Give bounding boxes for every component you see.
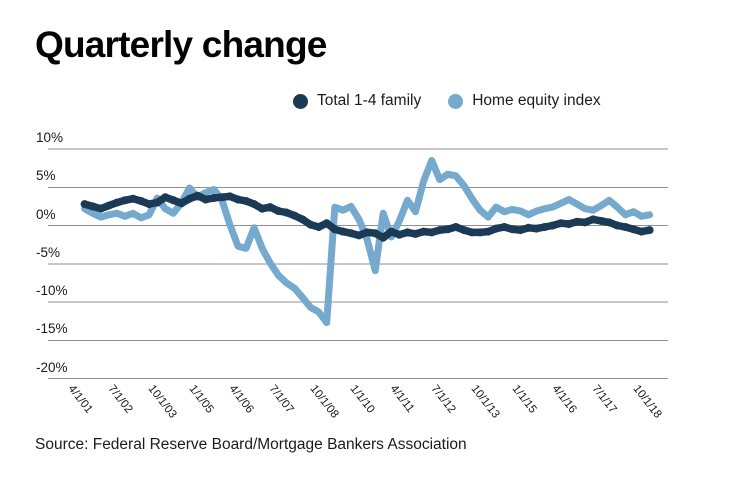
data-point-marker: [451, 223, 460, 231]
data-point-marker: [193, 191, 202, 200]
data-point-marker: [468, 228, 476, 237]
data-point-marker: [379, 233, 388, 242]
chart-title: Quarterly change: [35, 24, 327, 65]
data-point-marker: [258, 204, 267, 213]
data-point-marker: [460, 226, 468, 235]
data-point-marker: [242, 197, 250, 205]
data-point-marker: [145, 200, 154, 209]
y-axis-tick-label: 0%: [36, 206, 56, 222]
data-point-marker: [443, 225, 452, 234]
data-point-marker: [185, 194, 194, 203]
data-point-marker: [629, 225, 638, 234]
data-point-marker: [129, 194, 137, 203]
data-point-marker: [201, 195, 210, 204]
legend-label-home-equity-index: Home equity index: [472, 92, 601, 109]
data-point-marker: [589, 215, 598, 224]
data-point-marker: [282, 208, 291, 217]
data-point-marker: [427, 228, 436, 237]
y-axis-tick-label: 10%: [36, 130, 64, 145]
legend: Total 1-4 family Home equity index: [293, 92, 601, 110]
data-point-marker: [177, 199, 186, 208]
data-point-marker: [387, 227, 396, 236]
legend-item-total-1-4-family: Total 1-4 family: [293, 92, 421, 110]
data-point-marker: [605, 218, 614, 227]
y-axis-tick-label: -10%: [36, 283, 68, 298]
data-point-marker: [137, 197, 146, 205]
data-point-marker: [597, 216, 606, 225]
data-point-marker: [621, 223, 630, 231]
data-point-marker: [330, 225, 339, 234]
data-point-marker: [234, 195, 242, 204]
data-point-marker: [395, 230, 404, 239]
legend-item-home-equity-index: Home equity index: [448, 92, 601, 110]
data-point-marker: [290, 211, 299, 220]
data-point-marker: [484, 227, 493, 236]
data-point-marker: [306, 220, 315, 229]
data-point-marker: [96, 204, 105, 213]
y-axis-tick-label: -5%: [36, 244, 61, 260]
data-point-marker: [209, 194, 218, 202]
data-point-marker: [355, 231, 363, 240]
data-point-marker: [121, 196, 129, 205]
data-point-marker: [419, 227, 428, 236]
series-line-home-equity-index: [81, 157, 654, 327]
data-point-marker: [581, 218, 589, 227]
data-point-marker: [88, 202, 97, 211]
data-point-marker: [153, 198, 162, 207]
data-point-marker: [556, 219, 565, 228]
data-point-marker: [217, 193, 226, 202]
data-point-marker: [516, 226, 525, 235]
data-point-marker: [548, 221, 557, 230]
legend-dot-home-equity-index-icon: [448, 93, 464, 109]
data-point-marker: [225, 192, 234, 201]
data-point-marker: [80, 200, 89, 209]
data-point-marker: [411, 229, 420, 238]
data-point-marker: [347, 229, 355, 238]
source-note: Source: Federal Reserve Board/Mortgage B…: [35, 436, 467, 453]
data-point-marker: [532, 224, 541, 233]
data-point-marker: [492, 224, 501, 233]
data-point-marker: [112, 198, 121, 207]
data-point-marker: [363, 228, 372, 237]
data-point-marker: [564, 220, 573, 228]
data-point-marker: [298, 215, 307, 224]
data-point-marker: [161, 193, 170, 202]
data-point-marker: [524, 223, 533, 232]
data-point-marker: [540, 223, 549, 231]
data-point-marker: [500, 223, 509, 231]
y-axis-tick-label: -15%: [36, 321, 68, 337]
legend-label-total-1-4-family: Total 1-4 family: [317, 92, 422, 109]
data-point-marker: [169, 196, 178, 205]
data-point-marker: [573, 217, 581, 226]
data-point-marker: [314, 223, 323, 231]
data-point-marker: [274, 207, 283, 215]
data-point-marker: [645, 226, 654, 235]
y-axis-tick-label: 5%: [36, 168, 56, 184]
data-point-marker: [435, 226, 444, 235]
data-point-marker: [371, 229, 380, 238]
y-axis-tick-label: -20%: [36, 359, 68, 375]
data-point-marker: [266, 203, 275, 212]
data-point-marker: [403, 228, 412, 237]
data-point-marker: [476, 228, 485, 237]
data-point-marker: [613, 221, 622, 230]
data-point-marker: [637, 227, 646, 236]
data-point-marker: [104, 201, 113, 210]
data-point-marker: [338, 227, 347, 236]
data-point-marker: [508, 225, 517, 234]
data-point-marker: [250, 200, 259, 209]
legend-dot-total-1-4-family-icon: [293, 93, 308, 109]
data-point-marker: [322, 219, 331, 228]
